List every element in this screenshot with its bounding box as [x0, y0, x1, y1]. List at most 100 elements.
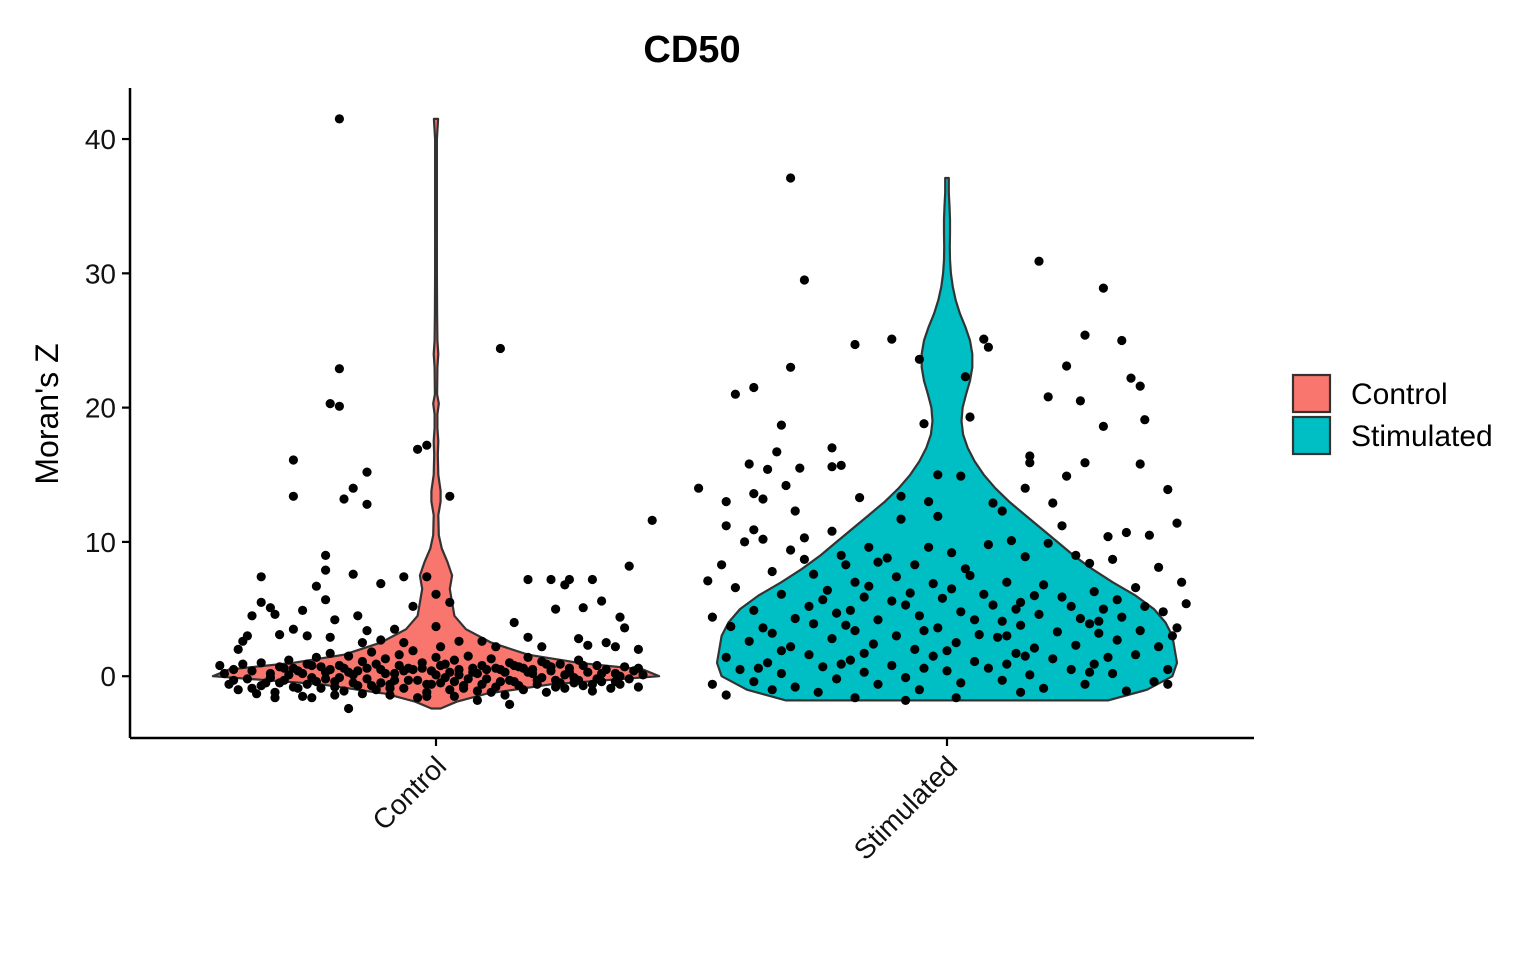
data-point: [357, 656, 367, 667]
data-point: [790, 682, 800, 692]
data-point: [344, 651, 354, 661]
data-point: [238, 659, 248, 669]
data-point: [836, 550, 846, 561]
data-point: [311, 677, 321, 687]
data-point: [408, 664, 418, 675]
data-point: [1163, 679, 1173, 689]
data-point: [330, 690, 340, 700]
data-point: [850, 626, 860, 636]
data-point: [353, 611, 363, 621]
data-point: [233, 644, 243, 655]
data-point: [247, 683, 257, 693]
data-point: [491, 663, 501, 673]
data-point: [413, 675, 423, 685]
data-point: [804, 650, 814, 660]
data-point: [1103, 532, 1113, 542]
data-point: [302, 679, 312, 689]
y-tick-label: 10: [85, 527, 116, 558]
data-point: [1135, 459, 1145, 469]
data-point: [763, 658, 773, 668]
data-point: [1048, 498, 1058, 508]
data-point: [302, 631, 312, 641]
data-point: [440, 673, 450, 683]
data-point: [790, 506, 800, 516]
data-point: [344, 703, 354, 714]
data-point: [325, 664, 335, 675]
data-point: [307, 693, 317, 703]
data-point: [633, 663, 644, 673]
data-point: [454, 664, 464, 675]
data-point: [827, 634, 837, 644]
data-point: [229, 664, 239, 675]
data-point: [1098, 421, 1108, 431]
data-point: [532, 675, 542, 685]
data-point: [1080, 458, 1090, 468]
data-point: [348, 483, 358, 493]
data-point: [449, 655, 459, 665]
data-point: [288, 663, 298, 673]
data-point: [859, 667, 869, 677]
data-point: [546, 574, 556, 585]
x-tick-label: Control: [366, 750, 452, 836]
data-point: [873, 679, 883, 689]
data-point: [1181, 599, 1191, 609]
data-point: [399, 572, 409, 582]
data-point: [960, 564, 971, 574]
data-point: [316, 662, 326, 672]
data-point: [827, 526, 837, 536]
data-point: [321, 595, 331, 605]
data-point: [578, 603, 588, 613]
data-point: [537, 642, 547, 652]
data-point: [339, 494, 349, 504]
data-point: [1025, 451, 1035, 461]
data-point: [1163, 664, 1173, 675]
data-point: [445, 685, 455, 695]
data-point: [758, 623, 768, 633]
data-point: [786, 642, 796, 652]
data-point: [215, 660, 225, 671]
data-point: [325, 399, 335, 409]
data-point: [1020, 651, 1030, 661]
data-point: [919, 663, 929, 673]
data-point: [362, 663, 372, 673]
data-point: [564, 574, 575, 585]
data-point: [1177, 577, 1187, 587]
data-point: [546, 662, 556, 672]
data-point: [1089, 587, 1099, 597]
data-point: [445, 491, 455, 501]
data-point: [376, 635, 386, 645]
data-point: [339, 686, 349, 696]
data-point: [970, 656, 980, 667]
data-point: [1121, 686, 1131, 696]
data-point: [321, 565, 331, 575]
data-point: [841, 620, 851, 630]
data-point: [523, 574, 533, 585]
data-point: [606, 683, 616, 693]
data-point: [583, 667, 593, 677]
data-point: [265, 673, 275, 683]
data-point: [330, 682, 340, 692]
data-point: [399, 638, 409, 648]
data-point: [855, 493, 865, 503]
data-point: [256, 572, 266, 582]
data-point: [413, 693, 423, 703]
data-point: [910, 560, 920, 570]
data-point: [422, 440, 432, 450]
data-point: [344, 667, 354, 677]
data-point: [836, 460, 846, 470]
data-point: [472, 695, 482, 706]
data-point: [1043, 392, 1053, 402]
data-point: [1011, 604, 1021, 614]
data-point: [717, 560, 727, 570]
data-point: [390, 675, 400, 685]
data-point: [321, 674, 331, 684]
data-point: [772, 447, 782, 457]
data-point: [694, 483, 704, 493]
data-point: [942, 666, 952, 676]
data-point: [1149, 677, 1159, 687]
data-point: [275, 630, 285, 640]
data-point: [449, 677, 459, 687]
data-point: [845, 605, 856, 616]
data-point: [1172, 518, 1182, 528]
legend-label-control: Control: [1351, 378, 1448, 411]
